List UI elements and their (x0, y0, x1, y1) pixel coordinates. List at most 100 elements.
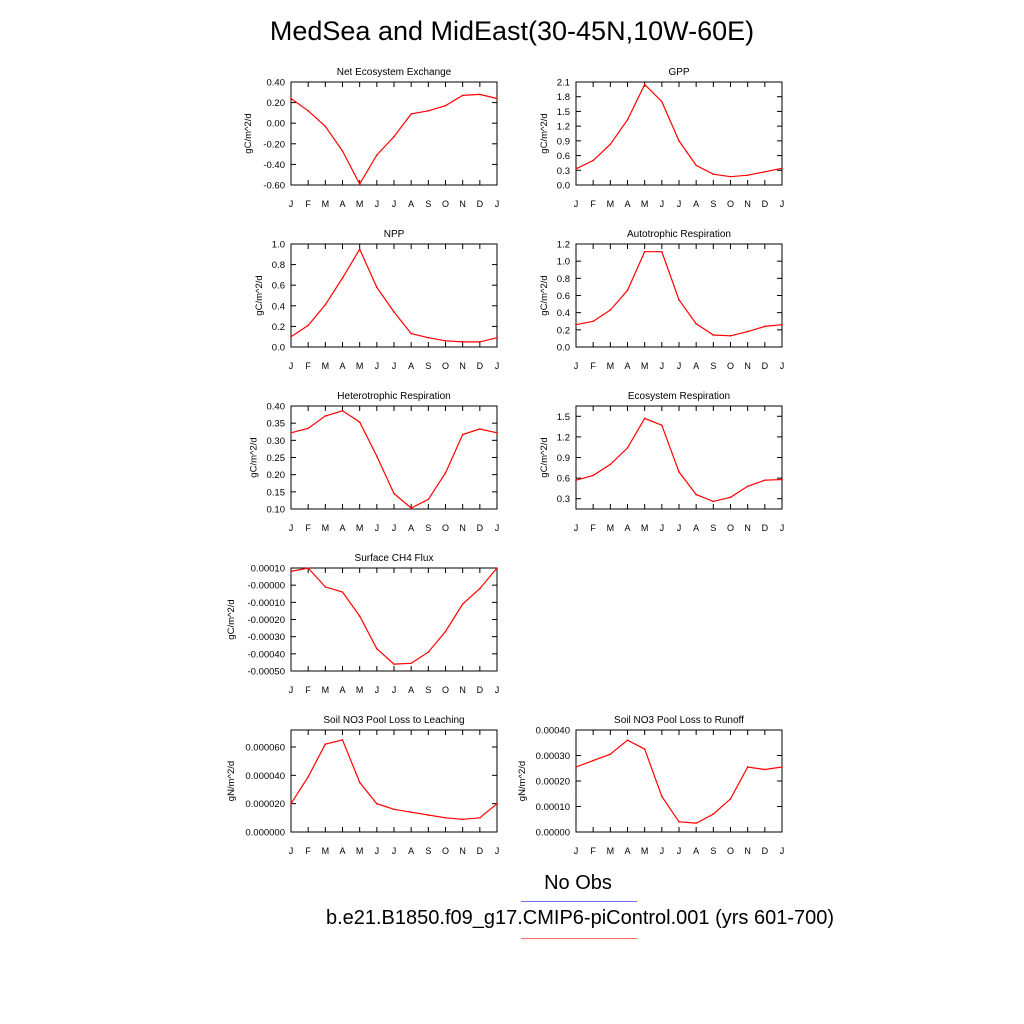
x-tick-label: O (442, 685, 449, 695)
data-point (461, 94, 464, 97)
x-tick-label: N (744, 846, 751, 856)
y-tick-label: 0.000000 (245, 828, 285, 839)
data-point (764, 170, 766, 173)
chart-panel: J F M A M J J A S O N D J-0.60-0.40-0.200.000.200.40… (243, 67, 499, 209)
x-tick-label: J (392, 685, 397, 695)
x-tick-label: J (289, 846, 294, 856)
y-tick-label: 0.000060 (245, 743, 285, 754)
chart-panel: J F M A M J J A S O N D J0.00.20.40.60.81.01.2Autotr… (539, 229, 784, 371)
x-tick-label: N (744, 523, 751, 533)
x-tick-label: F (590, 199, 596, 209)
x-tick-label: O (727, 523, 734, 533)
data-point (307, 427, 309, 430)
x-tick-label: A (624, 846, 630, 856)
x-tick-label: M (322, 199, 330, 209)
y-tick-label: 0.2 (272, 322, 285, 333)
series-line (575, 83, 783, 178)
y-axis-label: gN/m^2/d (517, 761, 528, 801)
x-tick-label: D (762, 523, 769, 533)
data-point (712, 500, 715, 503)
data-point (626, 289, 629, 292)
y-tick-label: 0.00010 (251, 564, 285, 575)
x-tick-label: A (339, 199, 345, 209)
data-point (393, 311, 395, 313)
x-tick-label: D (762, 361, 769, 371)
x-tick-label: S (710, 846, 716, 856)
x-tick-label: F (305, 685, 311, 695)
series-line (575, 417, 783, 503)
x-tick-label: S (425, 361, 431, 371)
x-tick-label: M (322, 685, 330, 695)
data-point (746, 174, 749, 176)
data-point (643, 250, 646, 253)
x-tick-label: M (322, 361, 330, 371)
x-tick-label: J (677, 199, 682, 209)
x-tick-label: F (305, 846, 311, 856)
data-point (496, 431, 498, 434)
y-tick-label: 0.00000 (536, 828, 570, 839)
data-point (764, 768, 766, 771)
x-tick-label: J (289, 199, 294, 209)
legend-obs-line (521, 901, 637, 902)
x-tick-label: J (660, 523, 665, 533)
data-point (746, 330, 749, 333)
data-point (461, 433, 464, 436)
x-tick-label: F (305, 199, 311, 209)
x-tick-label: J (574, 846, 579, 856)
y-tick-label: 0.3 (557, 494, 570, 505)
x-tick-label: A (408, 846, 414, 856)
x-tick-label: M (641, 361, 649, 371)
x-tick-label: M (356, 685, 364, 695)
data-point (479, 93, 481, 96)
x-tick-label: J (495, 361, 500, 371)
x-tick-label: A (339, 846, 345, 856)
x-tick-label: J (375, 199, 380, 209)
x-tick-label: M (356, 199, 364, 209)
data-point (393, 135, 395, 138)
data-point (729, 175, 732, 178)
data-point (410, 113, 412, 115)
x-tick-label: M (607, 199, 615, 209)
x-tick-label: M (607, 846, 615, 856)
data-point (290, 431, 292, 434)
data-point (427, 110, 430, 112)
data-point (661, 424, 663, 427)
y-tick-label: 0.2 (557, 325, 570, 336)
data-point (410, 811, 412, 813)
x-tick-label: D (477, 685, 484, 695)
data-point (575, 323, 577, 326)
y-tick-label: 0.00 (267, 119, 286, 130)
chart-title: GPP (668, 67, 689, 78)
y-tick-label: 0.25 (267, 453, 286, 464)
data-point (678, 471, 680, 473)
x-tick-label: F (590, 523, 596, 533)
x-tick-label: J (780, 846, 785, 856)
data-point (376, 802, 378, 805)
data-point (575, 766, 577, 768)
x-tick-label: F (590, 846, 596, 856)
x-tick-label: J (392, 523, 397, 533)
y-tick-label: -0.00040 (247, 649, 285, 660)
x-tick-label: O (442, 846, 449, 856)
data-point (324, 125, 327, 128)
x-tick-label: J (677, 361, 682, 371)
x-tick-label: A (693, 199, 699, 209)
y-tick-label: 0.3 (557, 166, 570, 177)
data-point (729, 798, 732, 800)
data-point (661, 250, 663, 253)
x-tick-label: N (459, 846, 466, 856)
data-point (609, 143, 612, 146)
data-point (358, 781, 361, 784)
data-point (643, 417, 646, 420)
y-tick-label: 0.00020 (536, 777, 570, 788)
data-point (678, 298, 680, 301)
x-tick-label: M (641, 199, 649, 209)
y-tick-label: 0.0 (557, 181, 570, 192)
data-point (609, 753, 612, 756)
x-tick-label: F (305, 361, 311, 371)
y-tick-label: -0.00010 (247, 598, 285, 609)
x-tick-label: J (495, 846, 500, 856)
data-point (341, 150, 344, 152)
chart-title: Net Ecosystem Exchange (337, 67, 452, 78)
y-tick-label: 0.30 (267, 436, 286, 447)
